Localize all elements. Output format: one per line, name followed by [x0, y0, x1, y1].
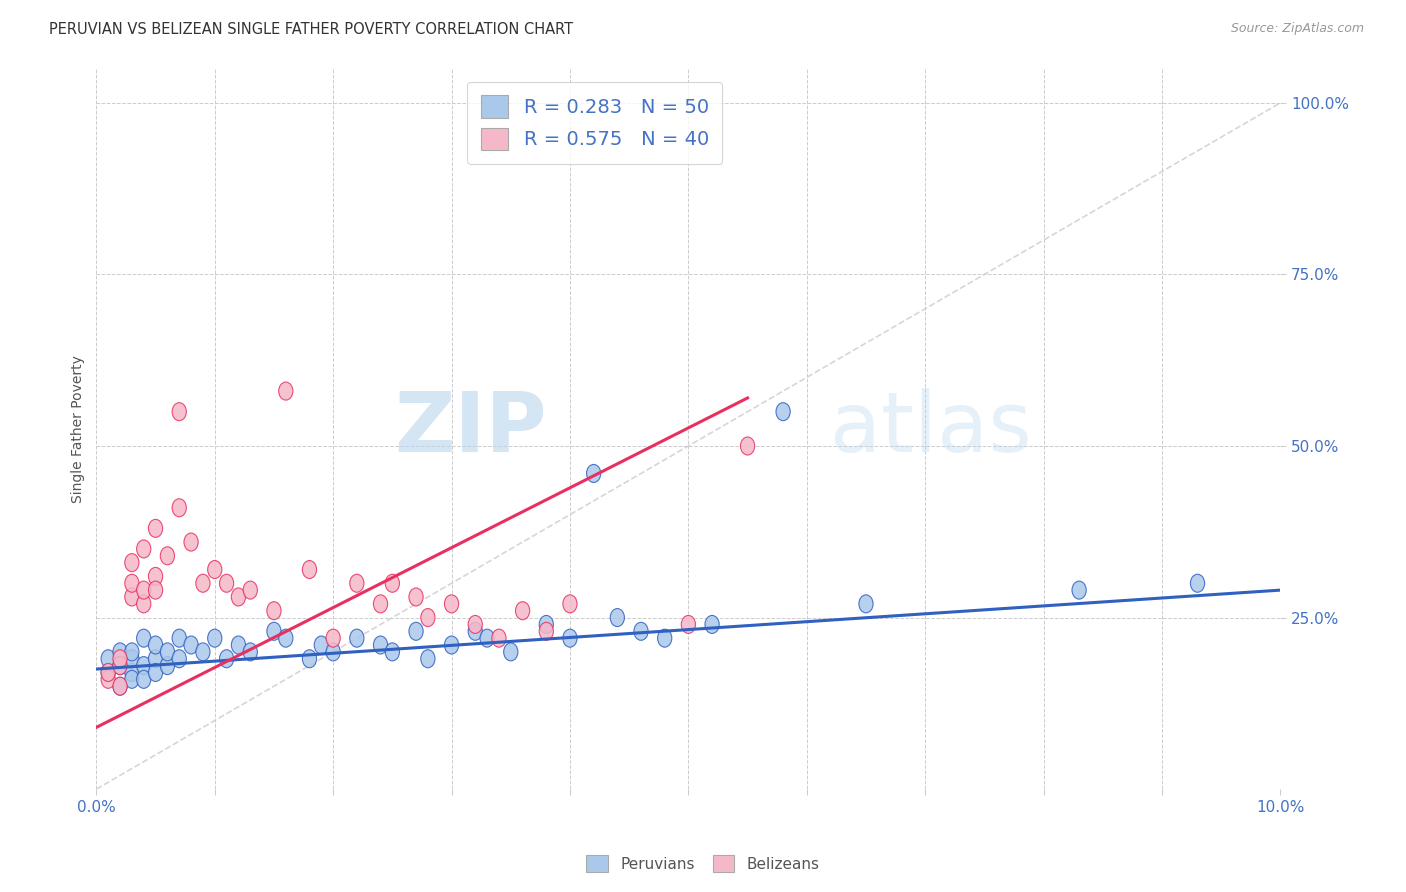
Ellipse shape — [385, 643, 399, 661]
Ellipse shape — [243, 581, 257, 599]
Ellipse shape — [1071, 581, 1087, 599]
Text: ZIP: ZIP — [394, 388, 547, 469]
Ellipse shape — [219, 649, 233, 668]
Ellipse shape — [374, 636, 388, 654]
Ellipse shape — [149, 649, 163, 668]
Ellipse shape — [136, 629, 150, 648]
Ellipse shape — [503, 643, 517, 661]
Ellipse shape — [136, 581, 150, 599]
Ellipse shape — [741, 437, 755, 455]
Ellipse shape — [172, 499, 187, 516]
Ellipse shape — [125, 554, 139, 572]
Ellipse shape — [160, 657, 174, 674]
Ellipse shape — [112, 657, 127, 674]
Ellipse shape — [125, 574, 139, 592]
Ellipse shape — [586, 465, 600, 483]
Ellipse shape — [350, 574, 364, 592]
Legend: Peruvians, Belizeans: Peruvians, Belizeans — [579, 847, 827, 880]
Ellipse shape — [112, 677, 127, 695]
Ellipse shape — [538, 623, 554, 640]
Ellipse shape — [149, 664, 163, 681]
Ellipse shape — [444, 636, 458, 654]
Ellipse shape — [101, 664, 115, 681]
Ellipse shape — [125, 643, 139, 661]
Ellipse shape — [492, 629, 506, 648]
Ellipse shape — [1191, 574, 1205, 592]
Ellipse shape — [136, 657, 150, 674]
Text: atlas: atlas — [831, 388, 1032, 469]
Ellipse shape — [172, 629, 187, 648]
Ellipse shape — [101, 664, 115, 681]
Ellipse shape — [538, 615, 554, 633]
Ellipse shape — [704, 615, 718, 633]
Ellipse shape — [859, 595, 873, 613]
Ellipse shape — [634, 623, 648, 640]
Ellipse shape — [149, 581, 163, 599]
Ellipse shape — [101, 670, 115, 689]
Ellipse shape — [516, 602, 530, 620]
Ellipse shape — [409, 623, 423, 640]
Ellipse shape — [385, 574, 399, 592]
Ellipse shape — [112, 643, 127, 661]
Ellipse shape — [136, 670, 150, 689]
Ellipse shape — [314, 636, 329, 654]
Legend: R = 0.283   N = 50, R = 0.575   N = 40: R = 0.283 N = 50, R = 0.575 N = 40 — [467, 82, 723, 164]
Ellipse shape — [208, 560, 222, 579]
Ellipse shape — [278, 382, 292, 401]
Ellipse shape — [302, 649, 316, 668]
Ellipse shape — [160, 643, 174, 661]
Ellipse shape — [172, 649, 187, 668]
Text: PERUVIAN VS BELIZEAN SINGLE FATHER POVERTY CORRELATION CHART: PERUVIAN VS BELIZEAN SINGLE FATHER POVER… — [49, 22, 574, 37]
Ellipse shape — [136, 540, 150, 558]
Ellipse shape — [125, 664, 139, 681]
Ellipse shape — [112, 677, 127, 695]
Ellipse shape — [420, 649, 434, 668]
Ellipse shape — [682, 615, 696, 633]
Ellipse shape — [219, 574, 233, 592]
Ellipse shape — [326, 629, 340, 648]
Y-axis label: Single Father Poverty: Single Father Poverty — [72, 355, 86, 503]
Ellipse shape — [350, 629, 364, 648]
Ellipse shape — [184, 533, 198, 551]
Ellipse shape — [232, 636, 246, 654]
Ellipse shape — [243, 643, 257, 661]
Ellipse shape — [444, 595, 458, 613]
Ellipse shape — [125, 588, 139, 606]
Ellipse shape — [125, 670, 139, 689]
Ellipse shape — [160, 547, 174, 565]
Ellipse shape — [562, 629, 576, 648]
Ellipse shape — [374, 595, 388, 613]
Ellipse shape — [149, 636, 163, 654]
Text: Source: ZipAtlas.com: Source: ZipAtlas.com — [1230, 22, 1364, 36]
Ellipse shape — [149, 519, 163, 537]
Ellipse shape — [302, 560, 316, 579]
Ellipse shape — [267, 623, 281, 640]
Ellipse shape — [112, 657, 127, 674]
Ellipse shape — [267, 602, 281, 620]
Ellipse shape — [195, 574, 209, 592]
Ellipse shape — [149, 567, 163, 585]
Ellipse shape — [232, 588, 246, 606]
Ellipse shape — [208, 629, 222, 648]
Ellipse shape — [776, 402, 790, 421]
Ellipse shape — [112, 649, 127, 668]
Ellipse shape — [468, 615, 482, 633]
Ellipse shape — [420, 608, 434, 626]
Ellipse shape — [172, 402, 187, 421]
Ellipse shape — [184, 636, 198, 654]
Ellipse shape — [658, 629, 672, 648]
Ellipse shape — [195, 643, 209, 661]
Ellipse shape — [326, 643, 340, 661]
Ellipse shape — [562, 595, 576, 613]
Ellipse shape — [136, 595, 150, 613]
Ellipse shape — [468, 623, 482, 640]
Ellipse shape — [125, 649, 139, 668]
Ellipse shape — [479, 629, 494, 648]
Ellipse shape — [610, 608, 624, 626]
Ellipse shape — [278, 629, 292, 648]
Ellipse shape — [409, 588, 423, 606]
Ellipse shape — [101, 649, 115, 668]
